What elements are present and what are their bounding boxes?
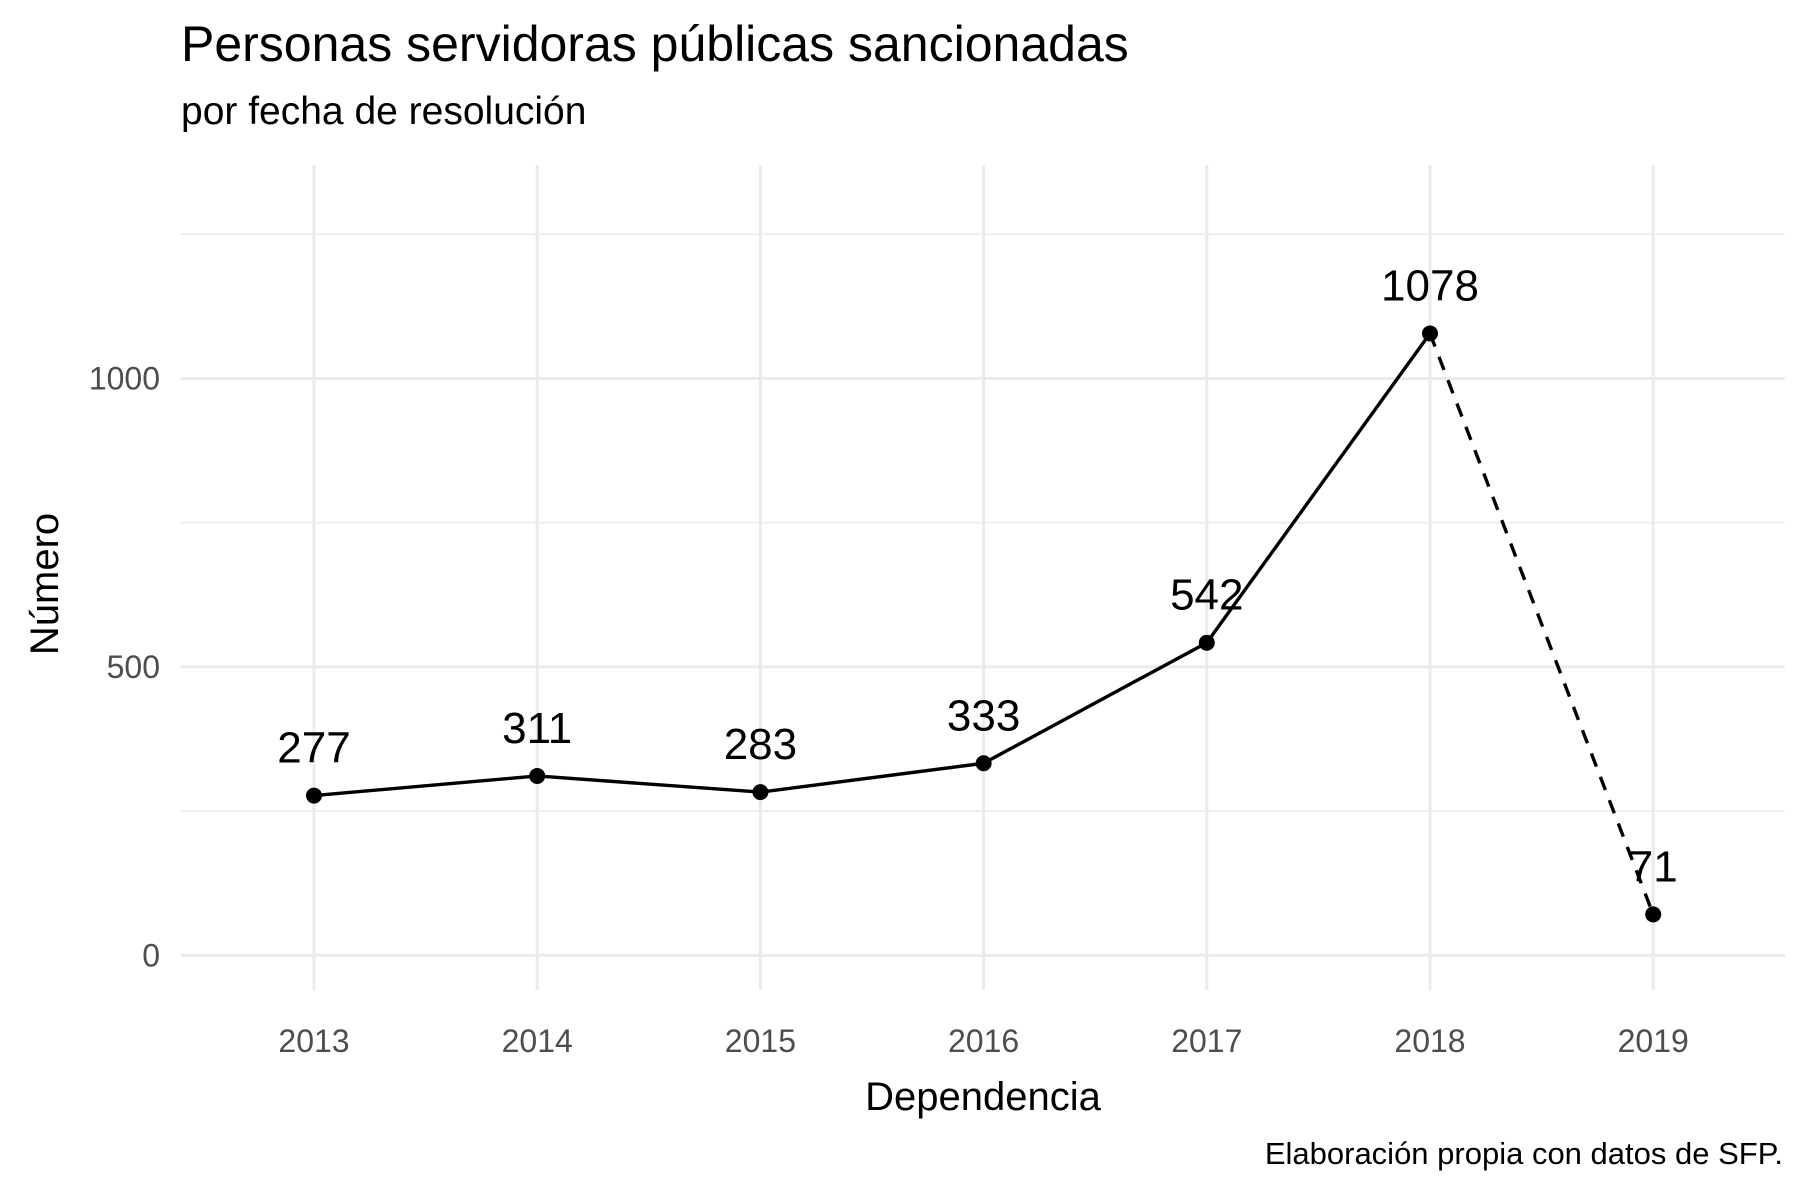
data-label-2015: 283: [724, 720, 797, 769]
y-tick-label: 0: [142, 937, 160, 973]
series-line-dashed: [1428, 332, 1655, 916]
data-label-2018: 1078: [1381, 261, 1479, 310]
x-tick-label: 2015: [725, 1023, 796, 1059]
data-label-2016: 333: [947, 691, 1020, 740]
x-axis-label: Dependencia: [865, 1075, 1101, 1119]
data-point-2015: [752, 784, 769, 801]
data-point-2017: [1198, 634, 1215, 651]
x-tick-label: 2019: [1618, 1023, 1689, 1059]
data-label-2019: 71: [1629, 842, 1678, 891]
chart-title: Personas servidoras públicas sancionadas: [181, 16, 1129, 72]
y-tick-label: 1000: [89, 360, 160, 396]
data-point-2016: [975, 755, 992, 772]
chart-subtitle: por fecha de resolución: [181, 90, 587, 133]
data-point-2013: [306, 787, 322, 804]
x-tick-label: 2017: [1171, 1023, 1242, 1059]
data-label-2014: 311: [502, 704, 572, 753]
x-tick-label: 2018: [1394, 1023, 1465, 1059]
grid: [181, 165, 1785, 990]
data-label-2013: 277: [277, 724, 350, 773]
data-point-2018: [1422, 325, 1438, 342]
y-axis-label: Número: [23, 513, 67, 655]
axis-ticks: 0 500 1000 2013 2014 2015 2016 2017 2018 2019: [89, 360, 1689, 1059]
x-tick-label: 2013: [278, 1023, 349, 1059]
data-labels: 277 311 283 333 542 1078 71: [277, 261, 1677, 891]
x-tick-label: 2016: [948, 1023, 1019, 1059]
data-point-2014: [529, 767, 546, 784]
data-label-2017: 542: [1170, 571, 1243, 620]
data-point-2019: [1645, 906, 1662, 923]
data-points: [306, 325, 1662, 923]
chart-caption: Elaboración propia con datos de SFP.: [1264, 1136, 1783, 1171]
y-tick-label: 500: [107, 649, 160, 685]
x-tick-label: 2014: [502, 1023, 573, 1059]
series-line: [313, 332, 1655, 916]
series-line-solid: [313, 332, 1432, 798]
